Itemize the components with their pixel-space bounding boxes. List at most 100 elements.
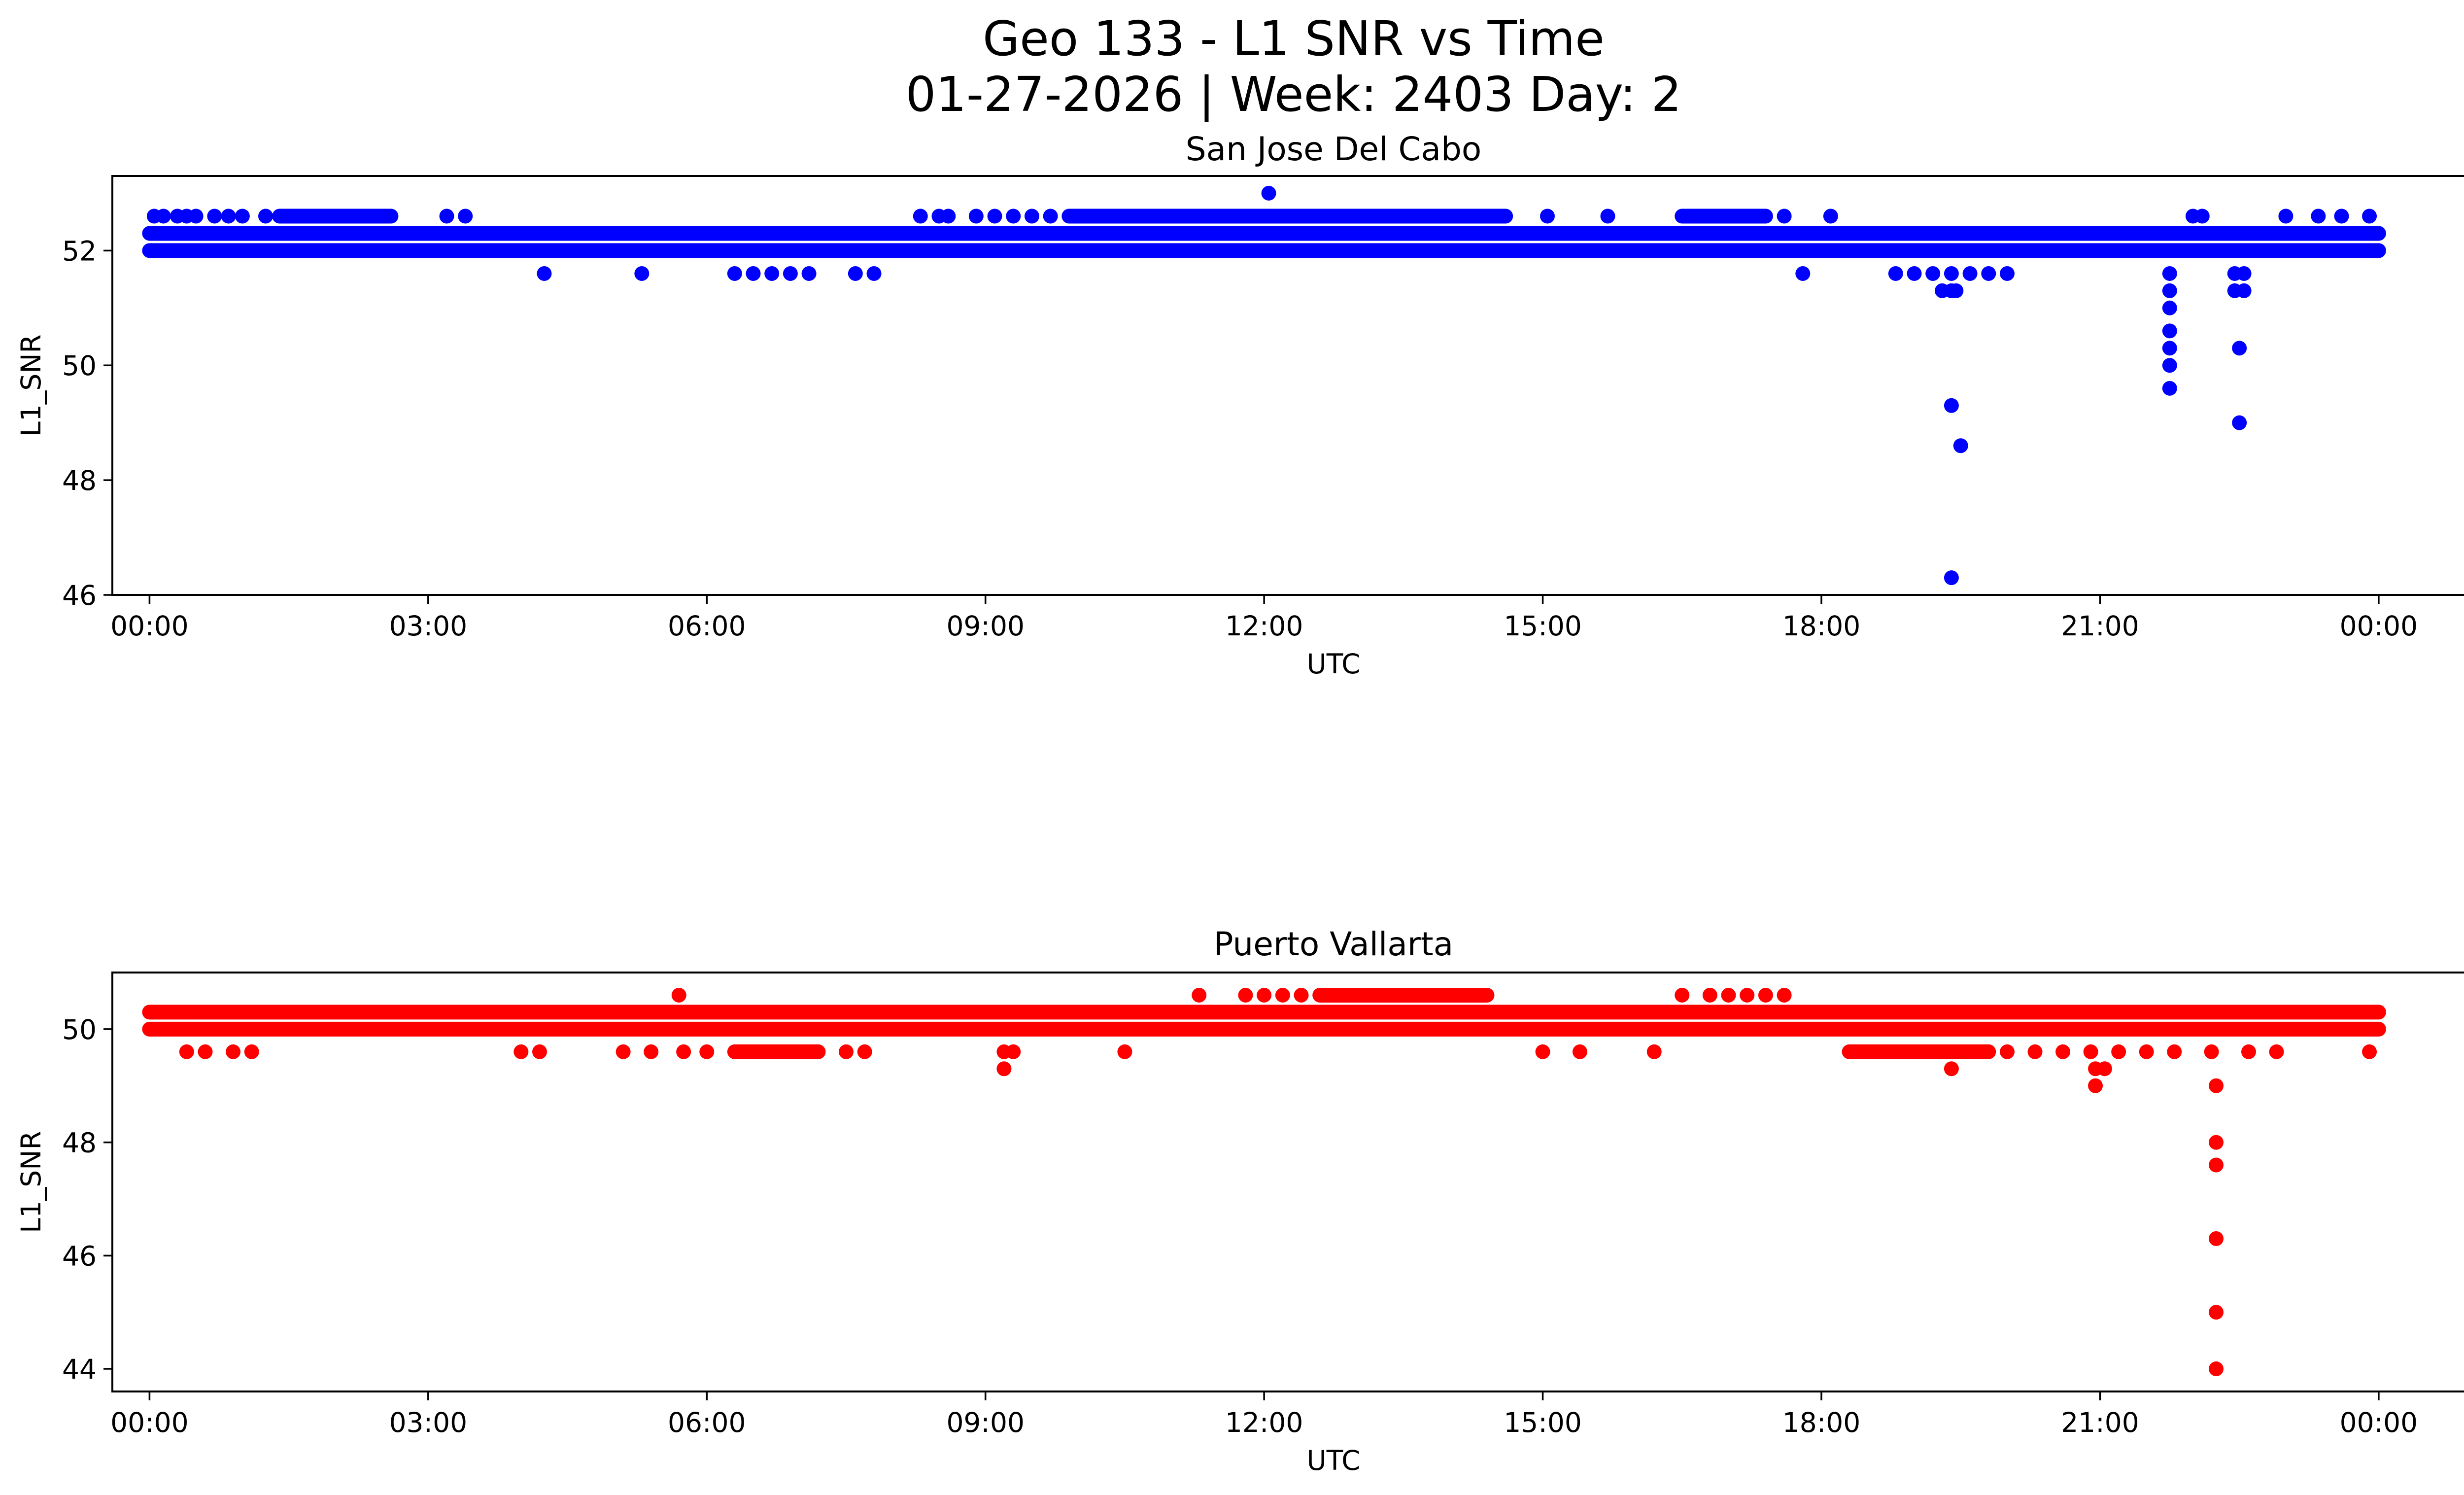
data-point [2209,1078,2224,1093]
data-point [1981,266,1996,281]
data-point [537,266,552,281]
data-point [1006,1044,1021,1059]
data-point [1999,1044,2015,1059]
data-point [2204,1044,2219,1059]
data-point [1261,185,1276,201]
data-point [226,1044,241,1059]
data-point [746,266,761,281]
data-point [866,266,882,281]
data-point [2162,300,2177,315]
data-point [235,209,250,224]
panel-san-jose-del-cabo: San Jose Del Cabo 00:00 03:00 06:00 09:00 12… [15,130,2464,680]
data-band [142,226,2386,241]
data-point [2236,283,2252,298]
x-axis-label: UTC [1306,1445,1360,1476]
x-tick-label: 18:00 [1782,610,1861,642]
data-point [2027,1044,2043,1059]
data-point [2162,266,2177,281]
data-point [616,1044,631,1059]
data-point [1646,1044,1662,1059]
axes: 00:00 03:00 06:00 09:00 12:00 15:00 18:00 21:00… [62,1014,2418,1438]
data-point [1117,1044,1132,1059]
x-tick-label: 00:00 [2340,610,2418,642]
data-point [2194,209,2210,224]
y-tick-label: 48 [62,1127,97,1159]
y-tick-label: 44 [62,1354,97,1385]
x-tick-label: 15:00 [1504,610,1582,642]
data-point [1758,987,1773,1003]
data-point [2209,1157,2224,1173]
data-point [1907,266,1922,281]
data-point [676,1044,691,1059]
data-point [1275,987,1290,1003]
data-point [1600,209,1615,224]
data-point [2232,341,2247,356]
data-point [2278,209,2293,224]
data-point [1944,1061,1959,1077]
plot-frame [111,972,2464,1392]
data-point [2055,1044,2071,1059]
scatter-points [142,987,2386,1377]
data-point [2311,209,2326,224]
data-point [1006,209,1021,224]
data-point [244,1044,259,1059]
data-point [1572,1044,1587,1059]
data-point [1675,987,1690,1003]
data-point [2162,358,2177,373]
data-point [671,987,686,1003]
y-axis-label: L1_SNR [15,1131,47,1233]
data-band [142,243,2386,258]
panel-puerto-vallarta: Puerto Vallarta 00:00 03:00 06:00 09:00 12:0… [15,925,2464,1476]
data-point [1777,209,1792,224]
panel-title: San Jose Del Cabo [1186,130,1482,168]
data-point [1535,1044,1550,1059]
data-point [2139,1044,2154,1059]
data-point [2209,1135,2224,1150]
data-point [1944,266,1959,281]
data-point [1944,398,1959,413]
data-point [968,209,984,224]
data-point [1962,266,1978,281]
data-point [1192,987,1207,1003]
data-point [2209,1305,2224,1320]
data-point [2162,323,2177,339]
data-point [1702,987,1717,1003]
data-point [1925,266,1941,281]
data-point [2362,209,2377,224]
data-band [1061,209,1513,224]
data-point [2162,381,2177,396]
data-point [207,209,222,224]
figure-title-line2: 01-27-2026 | Week: 2403 Day: 2 [906,67,1682,123]
y-tick-label: 48 [62,465,97,496]
data-band [727,1044,826,1059]
data-point [2269,1044,2284,1059]
data-point [996,1061,1012,1077]
y-axis-label: L1_SNR [15,334,47,436]
data-point [198,1044,213,1059]
data-point [1024,209,1039,224]
x-tick-label: 06:00 [668,610,746,642]
data-point [764,266,780,281]
data-band [1842,1044,1996,1059]
x-tick-label: 03:00 [389,610,468,642]
data-band [272,209,399,224]
data-band [1675,209,1773,224]
data-point [1953,438,1968,453]
data-point [941,209,956,224]
y-tick-label: 46 [62,1240,97,1272]
x-tick-label: 21:00 [2061,610,2139,642]
data-point [2241,1044,2257,1059]
axes: 00:00 03:00 06:00 09:00 12:00 15:00 18:00 21:00… [62,235,2418,642]
x-tick-label: 03:00 [389,1407,468,1438]
data-point [1888,266,1903,281]
x-tick-label: 21:00 [2061,1407,2139,1438]
data-point [1257,987,1272,1003]
data-point [848,266,863,281]
data-point [857,1044,872,1059]
data-point [1795,266,1811,281]
x-tick-label: 00:00 [2340,1407,2418,1438]
data-band [142,1005,2386,1020]
x-tick-label: 18:00 [1782,1407,1861,1438]
x-tick-label: 00:00 [110,1407,189,1438]
data-point [1238,987,1253,1003]
